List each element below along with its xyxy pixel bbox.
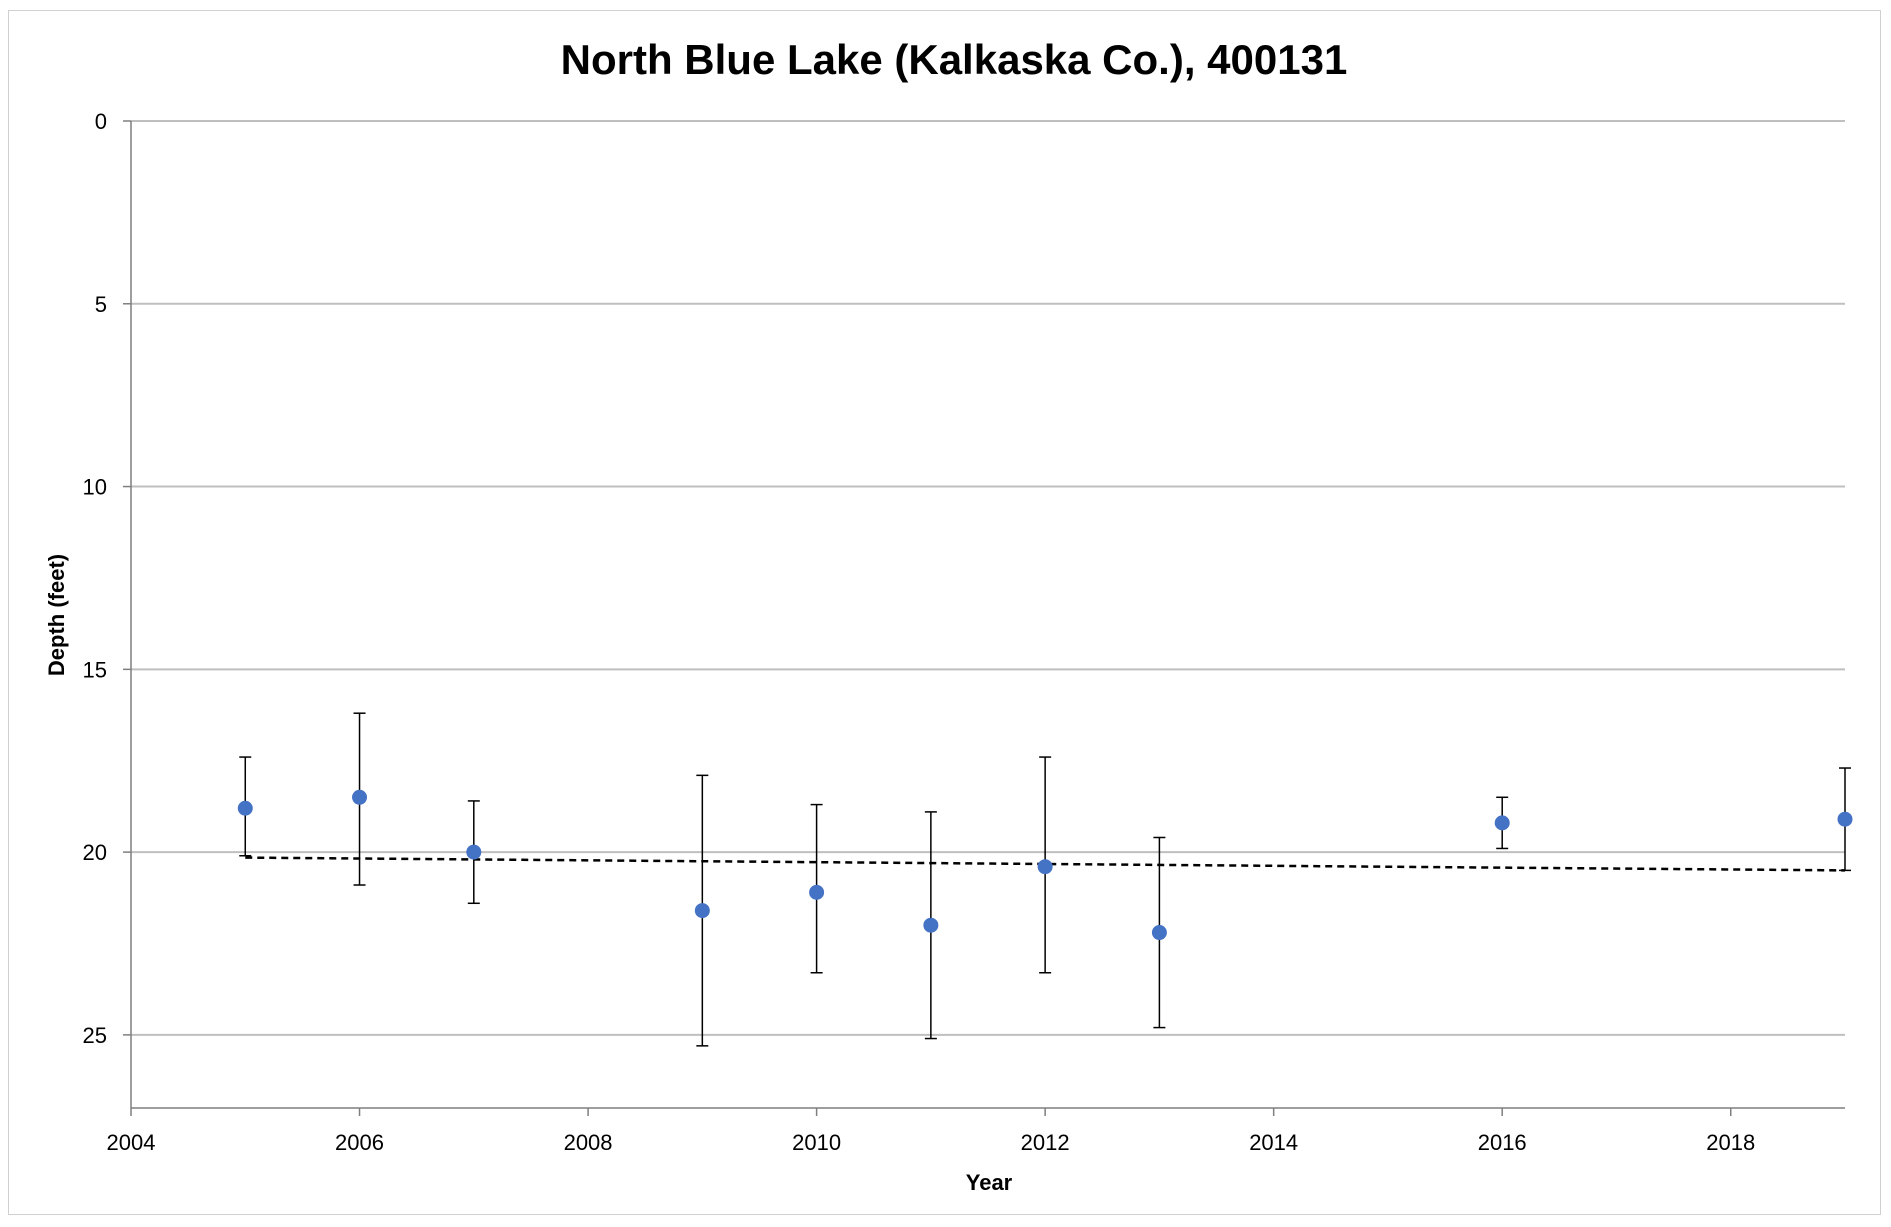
x-tick-label: 2010 xyxy=(792,1130,841,1155)
data-point xyxy=(1037,859,1053,875)
data-point xyxy=(466,844,482,860)
y-tick-label: 5 xyxy=(95,292,107,317)
data-point xyxy=(1151,925,1167,941)
data-point xyxy=(923,917,939,933)
error-bars xyxy=(239,712,1851,1047)
y-tick-labels: 0 5 10 15 20 25 xyxy=(83,109,107,1048)
gridlines xyxy=(131,120,1845,1036)
chart-title: North Blue Lake (Kalkaska Co.), 400131 xyxy=(561,36,1348,83)
y-tick-label: 0 xyxy=(95,109,107,134)
trendline-segment xyxy=(245,856,1846,872)
x-tick-label: 2004 xyxy=(107,1130,156,1155)
x-tick-labels: 2004 2006 2008 2010 2012 2014 2016 2018 xyxy=(107,1130,1756,1155)
axes xyxy=(123,120,1845,1116)
x-tick-label: 2018 xyxy=(1706,1130,1755,1155)
chart-frame xyxy=(8,10,1881,1215)
data-point xyxy=(237,800,253,816)
x-tick-label: 2006 xyxy=(335,1130,384,1155)
x-tick-label: 2014 xyxy=(1249,1130,1298,1155)
y-tick-label: 15 xyxy=(83,657,107,682)
data-point xyxy=(1494,815,1510,831)
data-point xyxy=(352,789,368,805)
x-tick-label: 2012 xyxy=(1021,1130,1070,1155)
data-point xyxy=(809,884,825,900)
data-point xyxy=(1837,811,1853,827)
trendline xyxy=(245,856,1846,872)
x-tick-label: 2008 xyxy=(564,1130,613,1155)
x-tick-label: 2016 xyxy=(1478,1130,1527,1155)
y-axis-label: Depth (feet) xyxy=(44,554,69,676)
y-tick-label: 25 xyxy=(83,1023,107,1048)
y-tick-label: 10 xyxy=(83,475,107,500)
x-axis-label: Year xyxy=(966,1170,1013,1195)
y-tick-label: 20 xyxy=(83,840,107,865)
data-points xyxy=(237,789,1853,941)
data-point xyxy=(694,903,710,919)
